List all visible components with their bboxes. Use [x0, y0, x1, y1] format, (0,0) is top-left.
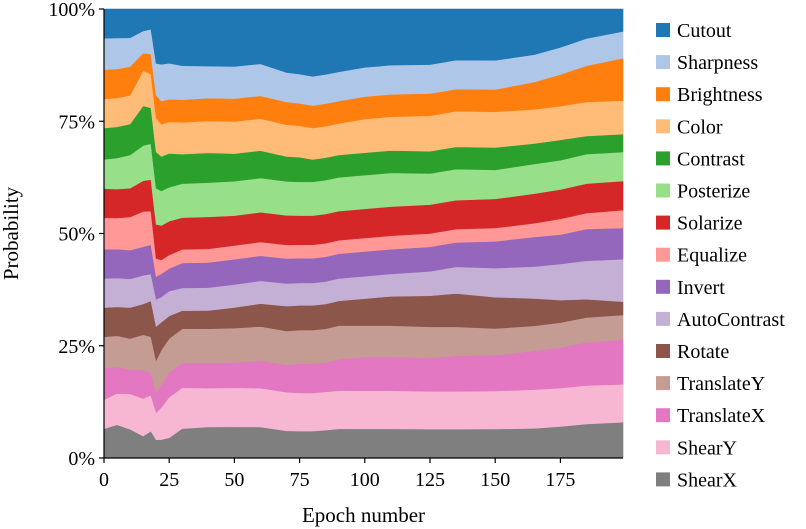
- legend-label-posterize: Posterize: [677, 181, 750, 203]
- legend-label-sheary: ShearY: [677, 437, 737, 459]
- legend-swatch-solarize: [656, 215, 670, 230]
- x-axis-label: Epoch number: [302, 503, 425, 527]
- legend-swatch-sheary: [656, 440, 670, 455]
- legend-swatch-color: [656, 119, 670, 134]
- legend-label-solarize: Solarize: [677, 213, 743, 235]
- legend-label-translatex: TranslateX: [677, 405, 766, 427]
- y-tick-label: 100%: [48, 0, 95, 21]
- x-tick-label: 175: [545, 469, 575, 491]
- legend-label-rotate: Rotate: [677, 341, 729, 363]
- legend: Cutout Sharpness Brightness Color Contrast Po…: [656, 20, 785, 491]
- legend-swatch-translatey: [656, 376, 670, 391]
- y-axis-ticks: 0% 25% 50% 75% 100%: [48, 0, 104, 470]
- legend-label-equalize: Equalize: [677, 245, 747, 267]
- legend-label-shearx: ShearX: [677, 469, 738, 491]
- area-cutout: [103, 8, 624, 77]
- legend-label-translatey: TranslateY: [677, 373, 765, 395]
- legend-label-brightness: Brightness: [677, 84, 763, 106]
- legend-swatch-equalize: [656, 247, 670, 262]
- area-series-group: [103, 8, 624, 459]
- legend-label-autocontrast: AutoContrast: [677, 309, 785, 331]
- legend-swatch-posterize: [656, 183, 670, 198]
- legend-label-invert: Invert: [677, 277, 725, 299]
- legend-label-color: Color: [677, 116, 723, 138]
- x-tick-label: 150: [480, 469, 510, 491]
- legend-label-contrast: Contrast: [677, 148, 745, 170]
- y-tick-label: 25%: [58, 336, 95, 358]
- x-tick-label: 125: [415, 469, 445, 491]
- x-tick-label: 100: [350, 469, 380, 491]
- y-tick-label: 50%: [58, 224, 95, 246]
- y-axis-label: Probability: [0, 186, 23, 280]
- x-tick-label: 75: [290, 469, 310, 491]
- legend-swatch-shearx: [656, 472, 670, 487]
- legend-swatch-autocontrast: [656, 311, 670, 326]
- legend-swatch-sharpness: [656, 55, 670, 70]
- legend-label-cutout: Cutout: [677, 20, 732, 42]
- x-tick-label: 50: [224, 469, 244, 491]
- x-axis-ticks: 0 25 50 75 100 125 150 175: [99, 458, 575, 491]
- legend-label-sharpness: Sharpness: [677, 52, 758, 74]
- x-tick-label: 0: [99, 469, 109, 491]
- legend-swatch-translatex: [656, 408, 670, 423]
- legend-swatch-invert: [656, 279, 670, 294]
- x-tick-label: 25: [159, 469, 179, 491]
- y-tick-label: 0%: [68, 448, 95, 470]
- legend-swatch-contrast: [656, 151, 670, 166]
- legend-swatch-cutout: [656, 23, 670, 37]
- legend-swatch-rotate: [656, 344, 670, 358]
- legend-swatch-brightness: [656, 87, 670, 102]
- y-tick-label: 75%: [58, 111, 95, 133]
